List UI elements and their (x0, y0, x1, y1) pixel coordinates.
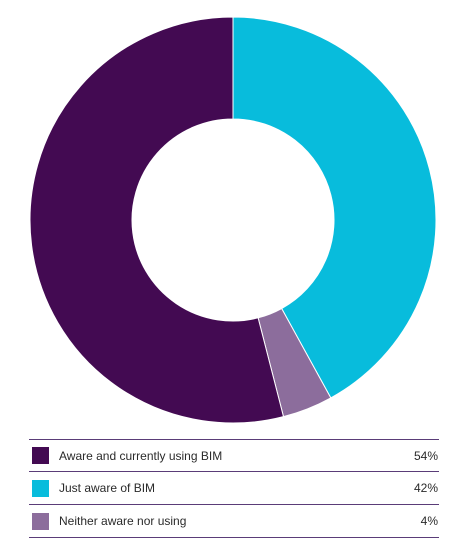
legend-row-just-aware: Just aware of BIM 42% (29, 472, 439, 505)
legend-label-neither: Neither aware nor using (59, 514, 187, 528)
legend-swatch-neither (32, 512, 49, 530)
legend-label-using-bim: Aware and currently using BIM (59, 448, 223, 463)
chart-legend: Aware and currently using BIM 54% Just a… (29, 439, 439, 538)
donut-slice-aware-and-currently-using-bim (29, 16, 285, 424)
legend-value-neither: 4% (420, 514, 438, 528)
legend-swatch-just-aware (32, 479, 49, 497)
donut-slices (29, 16, 437, 424)
legend-row-using-bim: Aware and currently using BIM 54% (29, 439, 439, 472)
legend-value-using-bim: 54% (413, 448, 438, 463)
donut-chart (29, 16, 437, 424)
legend-label-just-aware: Just aware of BIM (59, 481, 156, 495)
donut-slice-just-aware-of-bim (232, 16, 437, 399)
legend-value-just-aware: 42% (413, 481, 438, 495)
legend-swatch-using-bim (32, 447, 49, 464)
legend-row-neither: Neither aware nor using 4% (29, 505, 439, 538)
